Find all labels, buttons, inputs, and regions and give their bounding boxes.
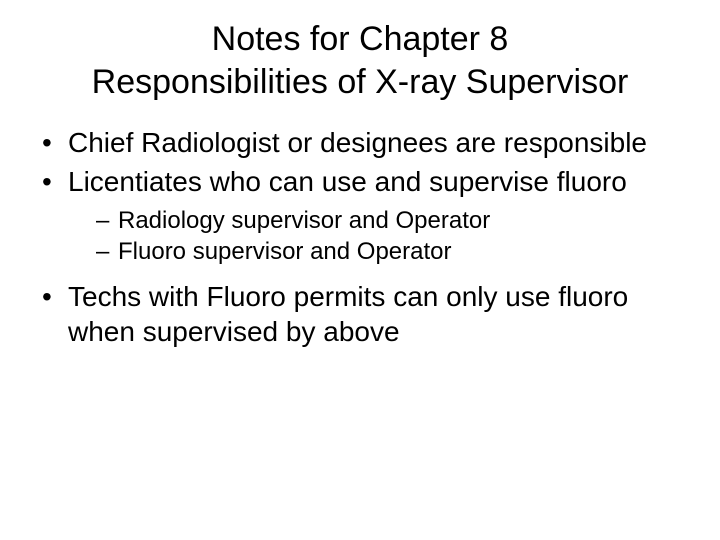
sub-bullet-list: Radiology supervisor and Operator Fluoro…	[68, 205, 690, 267]
bullet-text: Chief Radiologist or designees are respo…	[68, 127, 647, 158]
bullet-text: Licentiates who can use and supervise fl…	[68, 166, 627, 197]
sub-bullet-text: Radiology supervisor and Operator	[118, 207, 490, 234]
sub-bullet-text: Fluoro supervisor and Operator	[118, 238, 452, 265]
sub-bullet-item: Radiology supervisor and Operator	[96, 205, 690, 236]
title-line-2: Responsibilities of X-ray Supervisor	[92, 63, 629, 101]
bullet-list: Chief Radiologist or designees are respo…	[30, 125, 690, 349]
bullet-item: Licentiates who can use and supervise fl…	[42, 164, 690, 267]
bullet-text: Techs with Fluoro permits can only use f…	[68, 281, 628, 347]
slide-title: Notes for Chapter 8 Responsibilities of …	[30, 18, 690, 103]
slide: Notes for Chapter 8 Responsibilities of …	[0, 0, 720, 540]
bullet-item: Techs with Fluoro permits can only use f…	[42, 279, 690, 349]
bullet-item: Chief Radiologist or designees are respo…	[42, 125, 690, 160]
sub-bullet-item: Fluoro supervisor and Operator	[96, 236, 690, 267]
title-line-1: Notes for Chapter 8	[212, 20, 509, 58]
